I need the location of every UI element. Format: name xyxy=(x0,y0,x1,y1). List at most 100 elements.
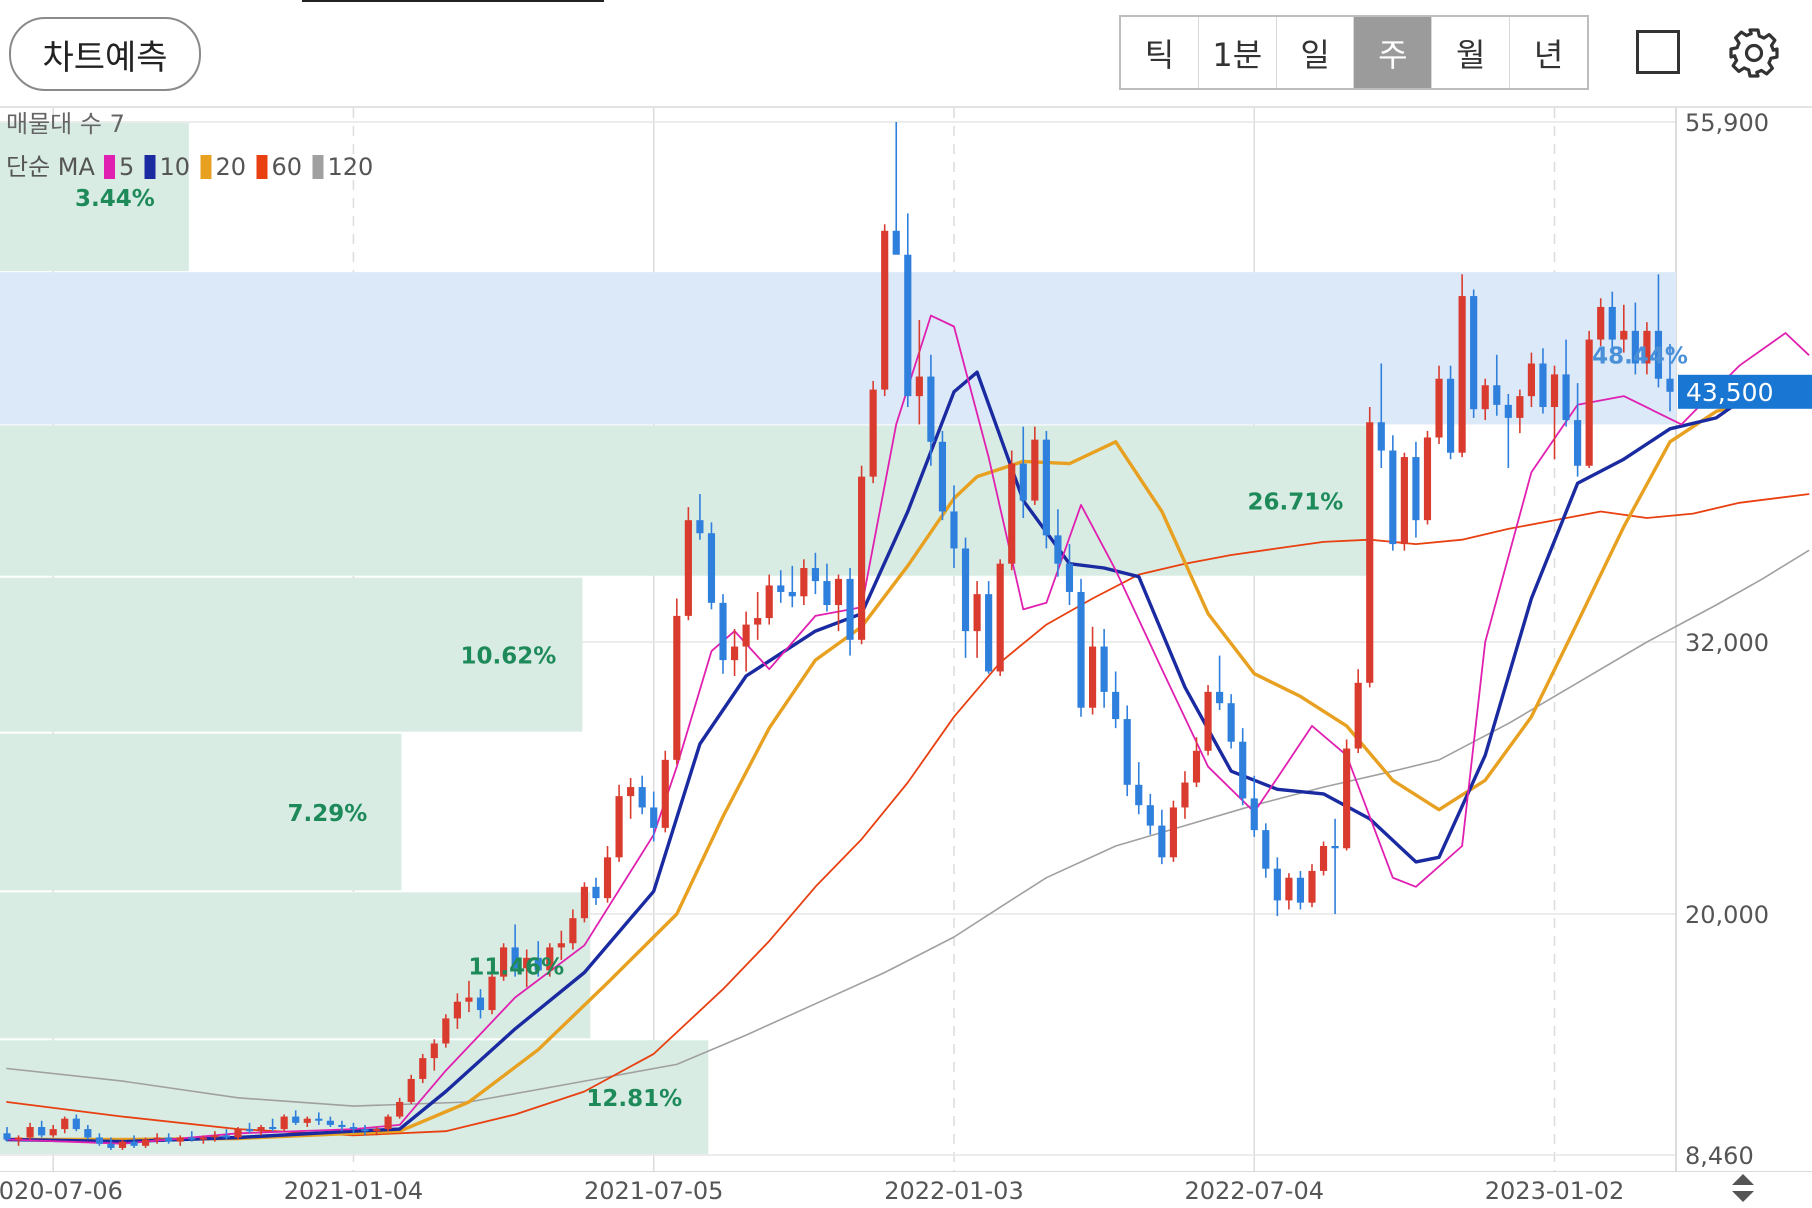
candle-down xyxy=(292,1116,300,1123)
candle-up xyxy=(1527,363,1535,397)
candle-down xyxy=(1331,846,1339,849)
candle-up xyxy=(396,1101,404,1117)
candle-up xyxy=(1400,457,1408,545)
candle-up xyxy=(1643,330,1651,364)
ma-60-swatch xyxy=(256,155,268,179)
volume-profile-pct: 3.44% xyxy=(75,186,155,212)
candle-down xyxy=(719,602,727,661)
candle-up xyxy=(1169,807,1177,858)
candle-down xyxy=(1250,798,1258,831)
candle-up xyxy=(1031,439,1039,501)
tab-day[interactable]: 일 xyxy=(1277,17,1355,88)
candle-down xyxy=(961,548,970,632)
candle-up xyxy=(1008,463,1016,564)
candle-down xyxy=(269,1127,277,1130)
candle-down xyxy=(1065,563,1074,592)
candle-up xyxy=(730,646,739,661)
tab-year[interactable]: 년 xyxy=(1533,35,1564,74)
candle-up xyxy=(754,618,762,625)
candle-down xyxy=(1227,703,1235,742)
volume-profile xyxy=(0,123,1676,1154)
candle-up xyxy=(1516,396,1524,418)
candle-down xyxy=(1146,805,1154,826)
candle-down xyxy=(1608,306,1616,340)
sort-arrows-icon[interactable] xyxy=(1730,1172,1756,1204)
tab-month[interactable]: 월 xyxy=(1432,17,1511,88)
candle-down xyxy=(696,520,704,534)
candle-down xyxy=(1470,296,1478,410)
candle-up xyxy=(453,1001,461,1019)
candle-up xyxy=(1204,691,1212,751)
candlestick-chart[interactable]: 3.44% 48.44% 26.71% 10.62% 7.29% 11.46% 12.81%… xyxy=(0,108,1812,1208)
ma-period-label: 60 xyxy=(272,153,303,181)
candle-down xyxy=(1100,646,1108,692)
candle-up xyxy=(1354,682,1362,749)
date-tick-label: 2021-01-04 xyxy=(284,1177,423,1205)
candle-down xyxy=(1239,741,1247,799)
candle-up xyxy=(973,594,981,632)
candle-up xyxy=(419,1058,427,1079)
candle-up xyxy=(858,476,866,640)
candle-down xyxy=(1562,374,1570,421)
candle-down xyxy=(985,594,993,672)
candle-up xyxy=(442,1018,450,1044)
volume-profile-pct: 7.29% xyxy=(287,801,367,827)
toolbar-divider xyxy=(0,106,1812,108)
timeframe-tabs: 틱 1분 일 주 월 년 xyxy=(1119,15,1589,90)
candle-up xyxy=(465,997,473,1002)
candle-up xyxy=(49,1129,57,1136)
candle-down xyxy=(1273,868,1281,901)
candle-up xyxy=(915,376,923,397)
candle-up xyxy=(1620,330,1628,340)
candle-down xyxy=(777,585,785,592)
candle-up xyxy=(153,1137,161,1140)
candle-down xyxy=(950,511,958,549)
candle-up xyxy=(257,1127,265,1132)
candle-down xyxy=(1112,691,1120,720)
chart-predict-button[interactable]: 차트예측 xyxy=(9,17,201,91)
candle-down xyxy=(338,1124,346,1128)
candle-down xyxy=(1216,691,1224,704)
candle-up xyxy=(1308,870,1316,903)
candle-down xyxy=(638,787,646,808)
square-icon[interactable] xyxy=(1636,30,1680,74)
candle-up xyxy=(1088,646,1097,708)
candle-up xyxy=(996,563,1004,672)
ma-5-swatch xyxy=(104,155,115,179)
candle-up xyxy=(523,957,531,969)
volume-profile-pct: 48.44% xyxy=(1592,344,1688,370)
candle-up xyxy=(303,1118,311,1123)
gear-icon[interactable] xyxy=(1727,26,1781,80)
price-tick-label: 20,000 xyxy=(1685,901,1769,929)
candle-down xyxy=(1296,877,1305,903)
candle-up xyxy=(1285,877,1293,901)
date-tick-label: 2022-01-03 xyxy=(884,1177,1023,1205)
candle-up xyxy=(407,1078,415,1102)
candle-up xyxy=(1435,378,1443,438)
candle-down xyxy=(165,1137,173,1142)
date-axis: 2020-07-06 2021-01-04 2021-07-05 2022-01-03… xyxy=(0,1172,1812,1208)
ma-120-swatch xyxy=(312,155,324,179)
candle-up xyxy=(673,615,681,760)
candle-down xyxy=(1262,830,1270,869)
candle-up xyxy=(1319,846,1328,871)
candle-up xyxy=(615,796,623,858)
candle-down xyxy=(1654,330,1663,379)
tab-week[interactable]: 주 xyxy=(1354,17,1433,88)
tab-1min[interactable]: 1분 xyxy=(1199,17,1277,88)
candle-up xyxy=(569,918,577,944)
volume-profile-pct: 10.62% xyxy=(460,644,556,670)
volume-profile-pct: 12.81% xyxy=(586,1086,682,1112)
candle-up xyxy=(881,230,889,390)
candle-down xyxy=(222,1135,231,1138)
candle-up xyxy=(142,1139,150,1146)
candle-down xyxy=(1077,591,1085,708)
volume-profile-count-label: 매물대 수 7 xyxy=(6,110,125,138)
candle-down xyxy=(1019,463,1027,501)
candle-up xyxy=(684,520,692,616)
candle-down xyxy=(315,1118,323,1121)
candle-down xyxy=(1412,457,1420,521)
tab-tick[interactable]: 틱 xyxy=(1121,17,1199,88)
candle-down xyxy=(938,441,947,512)
candle-up xyxy=(661,759,669,828)
